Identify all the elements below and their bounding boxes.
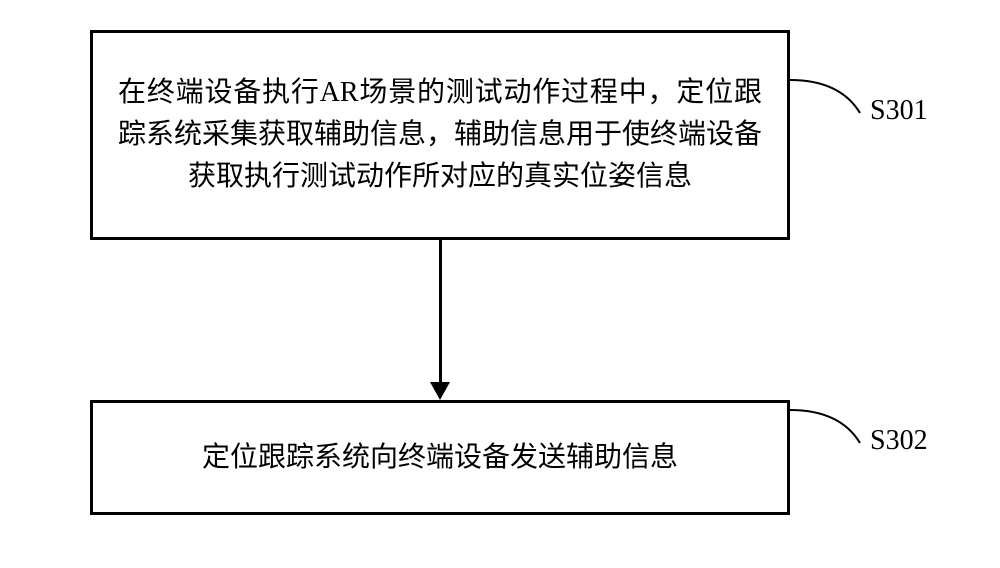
flowchart-node-1: 在终端设备执行AR场景的测试动作过程中，定位跟踪系统采集获取辅助信息，辅助信息用…: [90, 30, 790, 240]
flowchart-diagram: 在终端设备执行AR场景的测试动作过程中，定位跟踪系统采集获取辅助信息，辅助信息用…: [0, 0, 1000, 568]
node-2-label: S302: [870, 425, 928, 457]
node-1-text: 在终端设备执行AR场景的测试动作过程中，定位跟踪系统采集获取辅助信息，辅助信息用…: [118, 72, 762, 198]
node-2-text: 定位跟踪系统向终端设备发送辅助信息: [202, 437, 678, 479]
connector-curve-1: [790, 78, 880, 138]
connector-curve-2: [790, 408, 880, 468]
flowchart-node-2: 定位跟踪系统向终端设备发送辅助信息: [90, 400, 790, 515]
edge-arrow-line: [439, 240, 442, 385]
edge-arrow-head: [430, 382, 450, 400]
node-1-label: S301: [870, 95, 928, 127]
